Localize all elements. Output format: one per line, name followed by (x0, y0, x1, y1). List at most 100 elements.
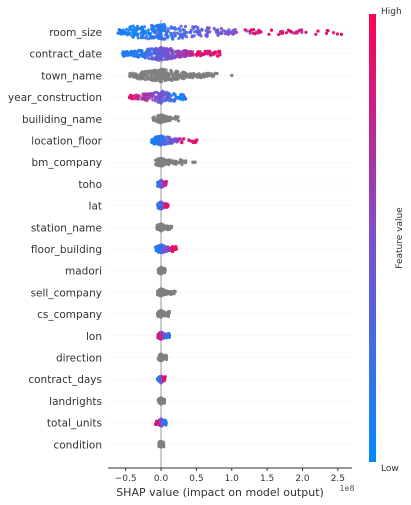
shap-point (156, 267, 161, 271)
shap-point (159, 381, 163, 385)
shap-point (166, 34, 170, 39)
shap-point (158, 244, 162, 248)
shap-point (182, 137, 186, 141)
colorbar-title: Feature value (395, 207, 405, 269)
shap-point (137, 54, 141, 58)
shap-point (170, 54, 175, 59)
shap-point (176, 95, 180, 100)
shap-point (201, 52, 205, 56)
shap-point (140, 54, 145, 59)
shap-point (161, 71, 165, 75)
shap-point (198, 50, 202, 54)
shap-point (331, 30, 336, 35)
shap-point (172, 31, 177, 35)
shap-point (162, 399, 166, 403)
shap-point (155, 249, 159, 253)
shap-point (205, 71, 209, 76)
shap-point (169, 31, 173, 36)
shap-point (134, 72, 138, 76)
shap-point (173, 34, 177, 38)
x-tick-label: 2.0 (295, 474, 310, 484)
shap-point (168, 115, 173, 120)
shap-point (181, 76, 185, 80)
feature-label: sell_company (31, 287, 102, 299)
shap-point (167, 310, 171, 314)
shap-point (184, 54, 188, 58)
shap-point (232, 31, 236, 36)
shap-point (152, 50, 156, 54)
shap-point (146, 54, 150, 58)
shap-point (150, 23, 154, 27)
shap-outlier-point (193, 160, 197, 164)
shap-point (164, 423, 168, 427)
shap-point (152, 138, 156, 142)
shap-point (160, 77, 164, 81)
shap-point (163, 93, 167, 97)
shap-point (183, 24, 187, 29)
shap-point (156, 32, 160, 36)
shap-point (173, 27, 177, 31)
shap-point (145, 70, 149, 75)
shap-point (316, 29, 320, 33)
shap-point (157, 271, 161, 275)
shap-point (136, 27, 140, 31)
x-tick-label: 2.5 (331, 474, 345, 484)
shap-point (176, 139, 180, 143)
shap-point (156, 333, 160, 337)
shap-point (269, 28, 274, 32)
shap-point (177, 161, 181, 165)
shap-point (161, 444, 165, 448)
shap-point (159, 113, 163, 117)
shap-point (188, 30, 192, 34)
shap-point (150, 140, 154, 144)
shap-point (135, 51, 139, 56)
shap-point (154, 47, 158, 51)
shap-outlier-point (230, 73, 234, 78)
shap-point (291, 31, 295, 35)
shap-point (164, 291, 168, 296)
shap-point (159, 54, 163, 58)
feature-label: contract_date (29, 49, 102, 61)
shap-point (157, 76, 161, 80)
shap-point (129, 96, 133, 100)
shap-point (147, 56, 151, 61)
shap-point (156, 183, 160, 187)
shap-point (157, 23, 161, 27)
shap-point (229, 31, 233, 35)
shap-point (145, 49, 149, 54)
shap-point (170, 249, 174, 253)
shap-point (136, 49, 141, 53)
shap-point (155, 419, 159, 423)
shap-point (160, 310, 164, 314)
shap-point (164, 355, 168, 359)
shap-point (181, 96, 185, 101)
shap-point (151, 71, 155, 75)
shap-point (195, 75, 200, 79)
shap-point (199, 54, 203, 58)
shap-point (159, 157, 163, 161)
shap-point (175, 75, 180, 79)
shap-point (168, 73, 172, 77)
shap-point (166, 142, 170, 146)
shap-point (159, 223, 163, 227)
shap-point (149, 35, 153, 39)
shap-point (174, 137, 178, 141)
shap-point (171, 77, 175, 81)
shap-point (156, 397, 161, 401)
shap-point (175, 116, 179, 120)
shap-point (163, 159, 167, 163)
shap-point (181, 70, 185, 74)
x-tick-label: 0.0 (154, 474, 169, 484)
shap-point (143, 56, 147, 60)
feature-label: lon (86, 331, 102, 343)
shap-point (125, 52, 129, 56)
shap-point (154, 118, 158, 122)
shap-point (133, 26, 137, 30)
shap-point (154, 75, 158, 80)
feature-label: madori (65, 266, 102, 278)
shap-point (185, 72, 189, 76)
shap-point (159, 162, 163, 166)
shap-point (170, 35, 174, 40)
shap-point (117, 28, 121, 32)
